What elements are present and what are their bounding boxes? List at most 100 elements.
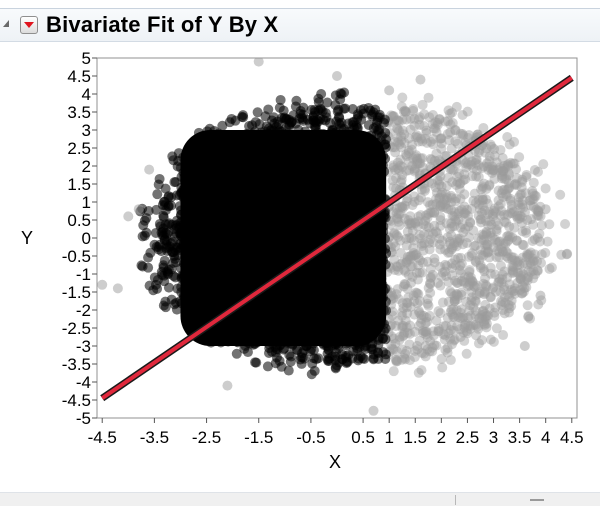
black-point	[285, 356, 296, 367]
gray-point	[388, 111, 399, 122]
gray-point	[529, 234, 540, 245]
gray-point	[394, 165, 405, 176]
gray-point	[463, 271, 474, 282]
gray-point	[466, 203, 477, 214]
y-tick-label: -2	[76, 301, 91, 320]
gray-point	[403, 215, 414, 226]
gray-point	[497, 245, 508, 256]
gray-point	[456, 289, 467, 300]
gray-point	[481, 318, 492, 329]
gray-point	[397, 125, 408, 136]
gray-point	[521, 252, 532, 263]
gray-point	[392, 356, 403, 367]
gray-point	[406, 220, 417, 231]
gray-point	[397, 298, 408, 309]
disclosure-triangle-icon[interactable]	[3, 20, 9, 27]
gray-point	[446, 197, 457, 208]
gray-point	[409, 196, 420, 207]
gray-point	[409, 113, 420, 124]
gray-point	[463, 221, 474, 232]
gray-point	[436, 189, 447, 200]
scroll-thumb[interactable]	[530, 499, 544, 501]
gray-point	[444, 223, 455, 234]
gray-point	[531, 256, 542, 267]
gray-point	[521, 169, 532, 180]
gray-point	[477, 229, 488, 240]
gray-point	[440, 116, 451, 127]
black-point	[193, 127, 204, 138]
gray-point	[399, 105, 410, 116]
y-axis-label: Y	[21, 228, 33, 248]
black-point	[286, 116, 297, 127]
gray-point	[447, 242, 458, 253]
gray-point	[475, 245, 486, 256]
gray-point	[532, 265, 543, 276]
gray-point	[419, 109, 430, 120]
gray-point	[399, 129, 410, 140]
gray-point	[488, 282, 499, 293]
gray-point	[466, 156, 477, 167]
gray-point	[415, 233, 426, 244]
gray-point	[465, 217, 476, 228]
gray-point	[392, 346, 403, 357]
gray-point	[486, 141, 497, 152]
gray-point	[500, 297, 511, 308]
gray-point	[469, 241, 480, 252]
gray-point	[521, 172, 532, 183]
gray-point	[461, 237, 472, 248]
gray-point	[544, 219, 555, 230]
gray-point	[482, 161, 493, 172]
gray-point	[436, 133, 447, 144]
gray-point	[393, 265, 404, 276]
gray-point	[501, 191, 512, 202]
gray-point	[483, 220, 494, 231]
gray-point	[434, 192, 445, 203]
gray-point	[481, 228, 492, 239]
black-point	[158, 196, 169, 207]
gray-point	[429, 257, 440, 268]
gray-point	[515, 202, 526, 213]
gray-point	[519, 207, 530, 218]
red-triangle-menu-button[interactable]	[20, 16, 38, 34]
black-point	[171, 215, 182, 226]
gray-point	[450, 254, 461, 265]
gray-point	[482, 209, 493, 220]
gray-point	[497, 185, 508, 196]
gray-point	[507, 232, 518, 243]
gray-point	[491, 226, 502, 237]
x-tick-label: -3.5	[140, 428, 169, 447]
outlier-point	[535, 290, 546, 301]
gray-point	[420, 133, 431, 144]
gray-point	[427, 178, 438, 189]
gray-point	[512, 260, 523, 271]
gray-point	[392, 163, 403, 174]
gray-point	[478, 122, 489, 133]
gray-point	[396, 174, 407, 185]
gray-point	[478, 235, 489, 246]
gray-point	[542, 236, 553, 247]
gray-point	[524, 249, 535, 260]
gray-point	[391, 356, 402, 367]
gray-point	[424, 237, 435, 248]
gray-point	[476, 214, 487, 225]
gray-point	[518, 240, 529, 251]
gray-point	[388, 293, 399, 304]
gray-point	[485, 216, 496, 227]
gray-point	[453, 252, 464, 263]
gray-point	[460, 208, 471, 219]
gray-point	[399, 213, 410, 224]
gray-point	[470, 295, 481, 306]
gray-point	[491, 252, 502, 263]
gray-point	[485, 231, 496, 242]
y-tick-label: -4.5	[62, 391, 91, 410]
black-point	[198, 144, 209, 155]
gray-point	[451, 193, 462, 204]
gray-point	[405, 218, 416, 229]
gray-point	[525, 247, 536, 258]
gray-point	[485, 268, 496, 279]
gray-point	[478, 278, 489, 289]
gray-point	[441, 195, 452, 206]
gray-point	[508, 158, 519, 169]
gray-point	[407, 261, 418, 272]
y-tick-label: 3.5	[67, 103, 91, 122]
